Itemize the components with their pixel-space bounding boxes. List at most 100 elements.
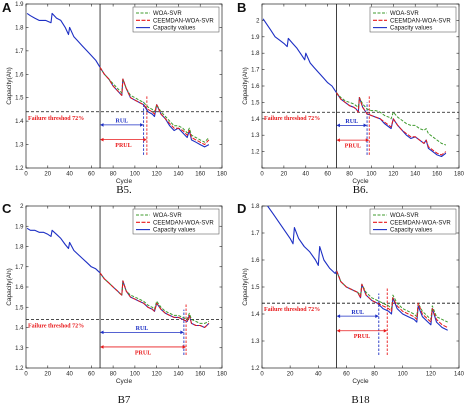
x-tick-label: 120 xyxy=(152,372,163,378)
prul-arrow-head-left xyxy=(100,137,104,142)
y-tick-label: 1.4 xyxy=(251,312,260,318)
y-tick-label: 1.5 xyxy=(15,96,24,102)
panel-caption: B18 xyxy=(351,394,370,406)
panel-caption: B5. xyxy=(116,184,132,196)
y-tick-label: 1.8 xyxy=(15,245,24,251)
x-tick-label: 60 xyxy=(88,372,95,378)
prul-arrow-head-right xyxy=(365,138,370,142)
x-tick-label: 0 xyxy=(260,172,264,178)
y-axis-label: Capacity(Ah) xyxy=(6,268,13,306)
x-tick-label: 20 xyxy=(44,172,51,178)
rul-label: RUL xyxy=(345,119,358,125)
x-tick-label: 180 xyxy=(454,172,465,178)
y-tick-label: 2 xyxy=(20,204,24,210)
threshold-label: Failure threshod 72% xyxy=(28,116,84,122)
rul-arrow-head-left xyxy=(100,123,104,127)
y-tick-label: 1.3 xyxy=(15,143,24,149)
x-axis-label: Cycle xyxy=(352,378,369,385)
legend-entry: WOA-SVR xyxy=(153,213,182,219)
y-tick-label: 1.2 xyxy=(251,366,260,372)
rul-label: RUL xyxy=(115,119,128,125)
chart-panel-a: A 0 20 40 60 80 100 120 140 160 180 1.2 1.3 1.4 1.5 1.6… xyxy=(2,0,228,196)
y-tick-label: 1.6 xyxy=(15,285,24,291)
x-tick-label: 40 xyxy=(302,172,309,178)
rul-arrow-head-right xyxy=(375,314,379,318)
panel-letter: C xyxy=(2,201,12,216)
x-tick-label: 0 xyxy=(24,372,28,378)
x-tick-label: 120 xyxy=(426,372,437,378)
chart-panel-c: C 0 20 40 60 80 100 120 140 160 180 1.2 1.3 1.4 1.5 1.6… xyxy=(2,201,228,406)
prul-arrow-head-right xyxy=(143,137,147,142)
x-tick-label: 100 xyxy=(130,172,141,178)
prul-label: PRUL xyxy=(354,334,370,340)
y-tick-label: 1.8 xyxy=(251,51,260,57)
y-axis-label: Capacity(Ah) xyxy=(242,268,249,306)
x-tick-label: 140 xyxy=(410,172,421,178)
x-tick-label: 80 xyxy=(110,172,117,178)
y-tick-label: 1.6 xyxy=(251,84,260,90)
y-tick-label: 1.2 xyxy=(251,150,260,156)
prul-arrow-head-right xyxy=(182,345,187,349)
x-tick-label: 80 xyxy=(110,372,117,378)
x-tick-label: 20 xyxy=(281,172,288,178)
y-tick-label: 1.9 xyxy=(15,2,24,8)
threshold-label: Failure threshod 72% xyxy=(264,116,320,122)
prul-label: PRUL xyxy=(345,144,361,150)
prul-arrow-head-right xyxy=(383,328,388,333)
rul-arrow-head-right xyxy=(180,330,184,335)
panels-group: A0 20 40 60 80 100 120 140 160 1801.21.31.41.51.6… xyxy=(2,0,465,406)
x-tick-label: 20 xyxy=(287,372,294,378)
rul-arrow-head-right xyxy=(140,123,144,127)
panel-letter: A xyxy=(2,0,12,15)
y-tick-label: 1.5 xyxy=(251,285,260,291)
x-tick-label: 80 xyxy=(371,372,378,378)
plot-area: RUL PRUL Failure threshod 72% xyxy=(262,206,459,368)
x-tick-label: 140 xyxy=(173,172,184,178)
x-tick-label: 100 xyxy=(130,372,141,378)
rul-arrow-head-left xyxy=(336,314,341,318)
y-tick-label: 1.7 xyxy=(251,68,260,74)
y-tick-label: 1.8 xyxy=(15,25,24,31)
y-tick-label: 1.3 xyxy=(251,133,260,139)
x-tick-label: 160 xyxy=(432,172,443,178)
y-tick-label: 2 xyxy=(256,18,260,24)
x-tick-label: 160 xyxy=(195,372,206,378)
x-tick-label: 80 xyxy=(346,172,353,178)
x-tick-label: 0 xyxy=(24,172,28,178)
series-line-ceemdan-woa-svr xyxy=(336,270,448,328)
x-axis-label: Cycle xyxy=(352,178,369,185)
rul-arrow-head-left xyxy=(336,123,340,128)
x-tick-label: 40 xyxy=(315,372,322,378)
x-tick-label: 100 xyxy=(398,372,409,378)
legend-entry: WOA-SVR xyxy=(390,213,419,219)
panel-caption: B7 xyxy=(118,394,131,406)
panel-letter: D xyxy=(237,201,246,216)
y-tick-label: 1.3 xyxy=(251,339,260,345)
x-tick-label: 100 xyxy=(366,172,377,178)
x-tick-label: 20 xyxy=(44,372,51,378)
chart-panel-b: B 0 20 40 60 80 100 120 140 160 180 1.2 1.3 1.4 1.5 1.6… xyxy=(237,0,465,196)
chart-panel-d: D 0 20 40 60 80 100 120 140 1.2 1.3 1.4 1.5 1.6 1.7 1.8… xyxy=(237,201,465,406)
x-tick-label: 0 xyxy=(260,372,264,378)
y-tick-label: 1.9 xyxy=(15,224,24,230)
x-tick-label: 40 xyxy=(66,372,73,378)
legend-entry: WOA-SVR xyxy=(153,11,182,17)
prul-arrow-head-left xyxy=(336,138,340,142)
x-axis-label: Cycle xyxy=(116,378,133,385)
x-tick-label: 60 xyxy=(343,372,350,378)
y-tick-label: 1.4 xyxy=(15,326,24,332)
legend-entry: CEEMDAN-WOA-SVR xyxy=(390,18,451,24)
x-axis-label: Cycle xyxy=(116,178,133,185)
y-tick-label: 1.4 xyxy=(15,119,24,125)
legend-entry: Capacity values xyxy=(390,228,432,234)
series-line-ceemdan-woa-svr xyxy=(335,92,447,156)
rul-label: RUL xyxy=(136,326,149,332)
prul-label: PRUL xyxy=(115,143,131,149)
legend-entry: WOA-SVR xyxy=(390,11,419,17)
plot-area: RUL PRUL Failure threshod 72% xyxy=(262,4,459,168)
x-tick-label: 180 xyxy=(217,372,228,378)
